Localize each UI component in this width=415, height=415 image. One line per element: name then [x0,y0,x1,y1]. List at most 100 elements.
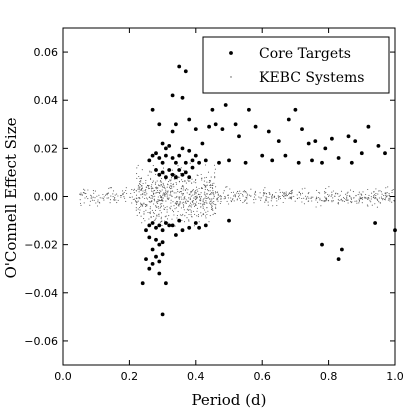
kebc-point [138,175,140,178]
kebc-point [205,184,207,186]
kebc-point [210,202,212,204]
kebc-point [349,189,352,191]
kebc-point [171,195,173,198]
kebc-point [162,194,164,196]
kebc-point [154,183,156,185]
kebc-point [194,213,196,215]
kebc-point [359,193,361,195]
kebc-point [366,204,368,206]
kebc-point [110,195,112,197]
kebc-point [164,195,166,197]
kebc-point [175,181,177,184]
kebc-point [136,177,138,179]
kebc-point [149,211,152,213]
kebc-point [163,205,165,207]
kebc-point [186,217,188,219]
kebc-point [270,200,272,202]
kebc-point [158,200,160,202]
kebc-point [253,202,255,204]
kebc-point [212,209,214,211]
kebc-point [165,194,167,196]
kebc-point [371,204,373,206]
kebc-point [136,173,138,175]
kebc-point [260,199,262,201]
kebc-point [361,202,363,204]
kebc-point [220,195,222,198]
kebc-point [187,179,189,181]
core-target-point [306,141,311,146]
kebc-point [248,194,250,196]
kebc-point [142,196,144,198]
kebc-point [140,194,142,196]
kebc-point [261,197,263,199]
kebc-point [239,197,241,199]
kebc-point [346,194,348,196]
kebc-point [205,176,207,178]
kebc-point [158,191,160,194]
kebc-point [211,208,214,210]
x-tick-label: 0.8 [320,370,338,383]
kebc-point [205,193,207,195]
kebc-point [203,180,205,182]
core-target-point [320,242,324,247]
kebc-point [322,200,324,202]
kebc-point [146,186,148,188]
core-target-point [187,148,192,153]
kebc-point [328,194,330,196]
kebc-point [140,202,142,204]
kebc-point [346,199,349,201]
kebc-point [197,190,199,192]
core-target-point [180,228,185,233]
kebc-point [200,173,202,176]
kebc-point [109,202,111,204]
kebc-point [283,193,285,195]
kebc-point [81,194,83,196]
kebc-point [140,205,142,207]
kebc-point [339,194,341,196]
kebc-point [209,194,211,196]
core-target-point [157,122,162,127]
kebc-point [200,198,202,200]
core-target-point [300,127,304,131]
kebc-point [177,205,179,207]
kebc-point [153,219,155,221]
kebc-point [146,203,148,206]
kebc-point [246,202,248,205]
kebc-point [375,196,377,199]
kebc-point [93,199,95,201]
kebc-point [135,203,138,205]
kebc-point [160,205,162,207]
kebc-point [144,220,146,222]
kebc-point [187,200,190,202]
core-target-point [253,124,258,129]
core-target-point [160,141,165,146]
kebc-point [155,217,157,219]
kebc-point [195,182,197,184]
core-target-point [144,257,148,261]
kebc-point [343,200,346,202]
kebc-point [154,209,157,211]
kebc-point [210,200,212,202]
kebc-point [331,191,333,193]
kebc-point [169,179,171,181]
kebc-point [114,194,116,196]
kebc-point [199,206,202,208]
core-target-point [177,218,182,223]
kebc-point [259,192,261,194]
kebc-point [325,197,327,199]
kebc-point [219,195,221,197]
kebc-point [144,204,147,206]
kebc-point [347,202,349,204]
kebc-point [176,196,178,198]
kebc-point [306,197,308,199]
kebc-point [182,189,184,191]
kebc-point [125,200,127,202]
kebc-point [163,192,165,194]
kebc-point [234,196,237,198]
kebc-point [101,197,103,199]
kebc-point [201,215,203,217]
kebc-point [194,179,197,181]
kebc-point [358,191,360,193]
kebc-point [318,191,320,194]
kebc-point [156,191,158,193]
